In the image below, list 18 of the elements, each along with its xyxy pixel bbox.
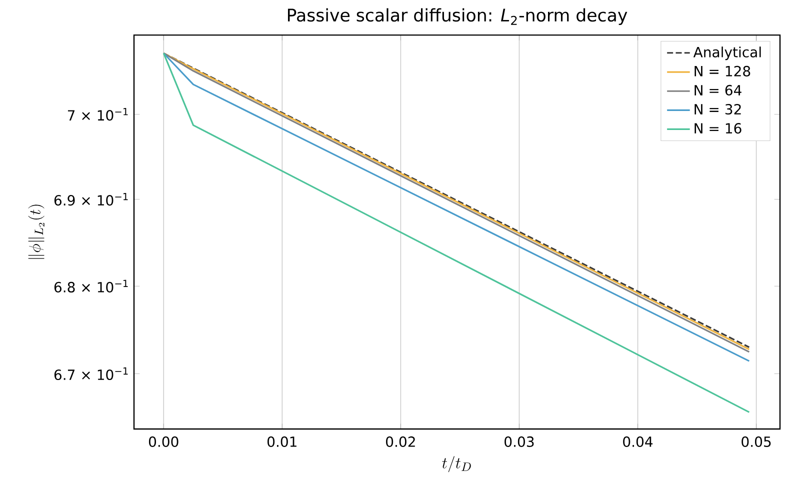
x-tick-label: 0.03: [504, 436, 534, 447]
x-axis-title: $t/t_D$: [442, 456, 471, 472]
legend-label: N = 128: [694, 66, 750, 76]
x-tick-label: 0.04: [623, 436, 653, 447]
y-axis-title: $\|\phi\|_{L_2}(t)$: [28, 204, 44, 259]
x-tick-label: 0.01: [268, 436, 296, 447]
legend-label: N = 32: [694, 104, 741, 115]
x-tick-label: 0.02: [386, 436, 415, 447]
x-tick-label: 0.05: [742, 436, 771, 447]
legend-label: Analytical: [693, 46, 761, 60]
legend-label: N = 64: [694, 84, 742, 96]
chart-title: Passive scalar diffusion: L$_{2}$-norm decay: [288, 8, 628, 25]
y-tick-label: 6.9 × 10$^{−1}$: [54, 192, 128, 206]
legend-label: N = 16: [694, 123, 742, 134]
x-tick-label: 0.00: [148, 436, 178, 447]
y-tick-label: 6.7 × 10$^{−1}$: [54, 367, 128, 380]
y-tick-label: 7 × 10$^{−1}$: [68, 108, 128, 121]
y-tick-label: 6.8 × 10$^{−1}$: [54, 280, 128, 292]
